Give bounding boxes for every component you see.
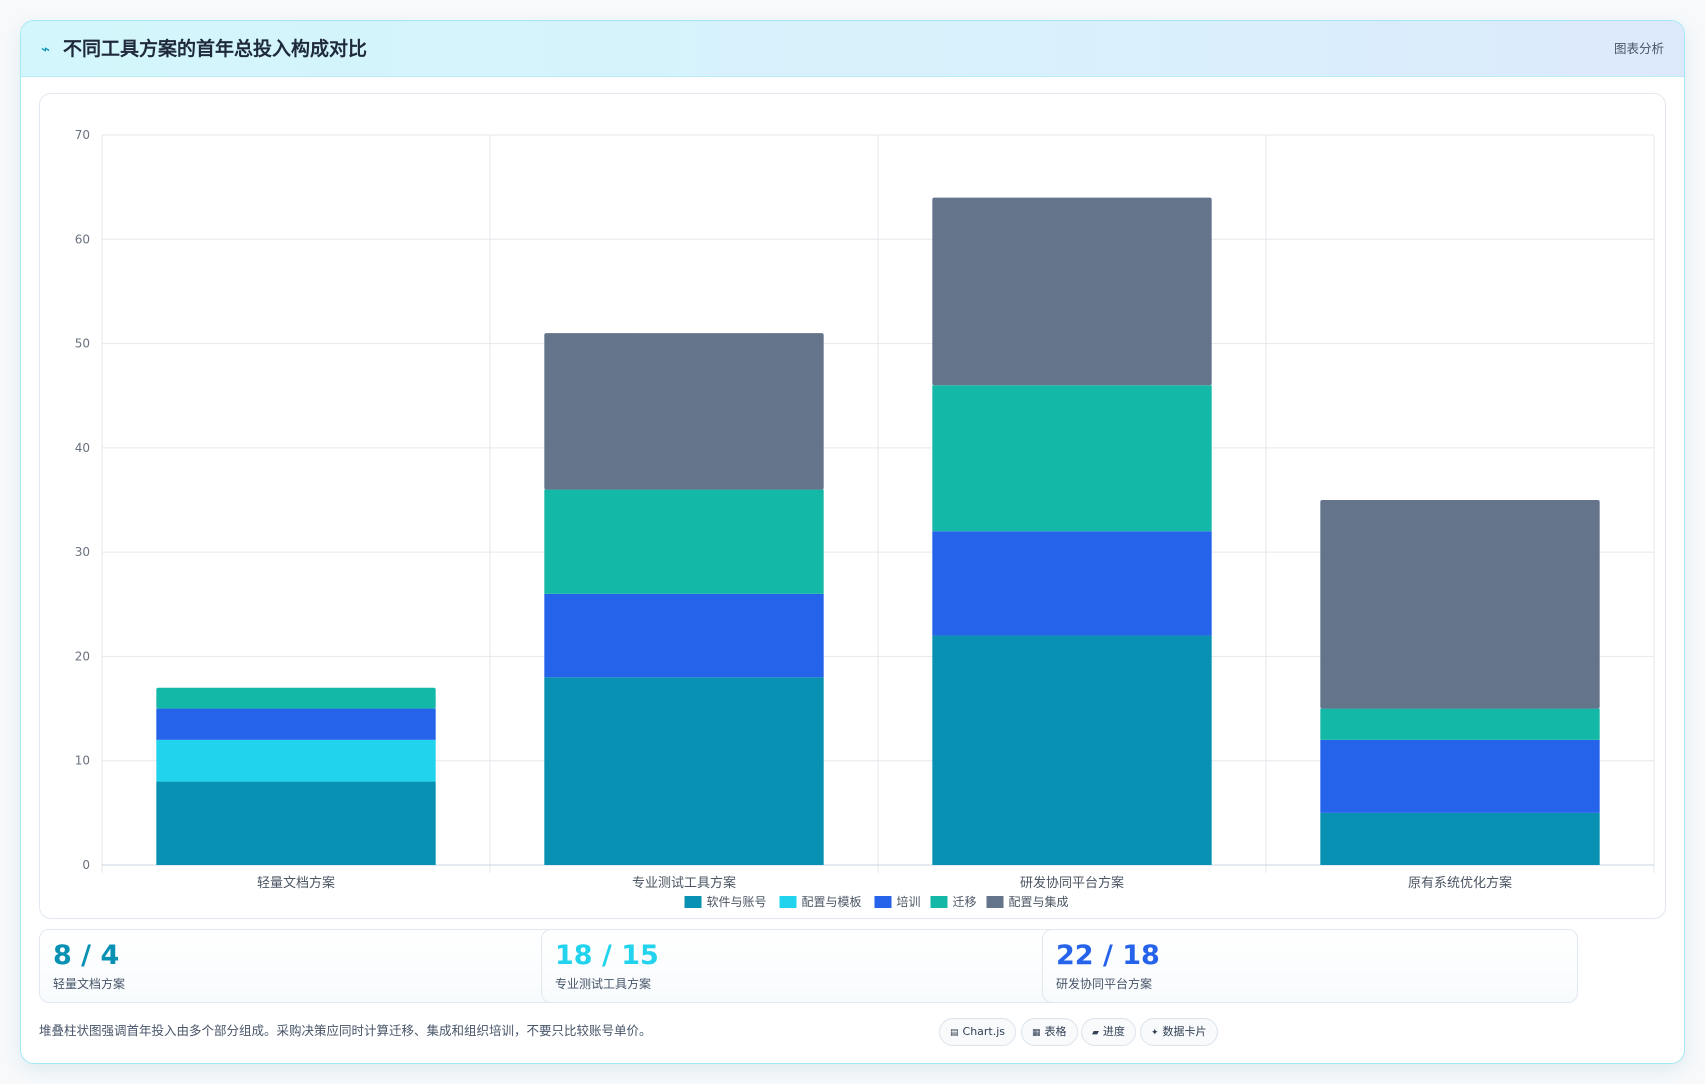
y-tick-label: 30 bbox=[75, 545, 90, 559]
bar-segment bbox=[932, 531, 1212, 636]
chart-icon: ▤ bbox=[950, 1028, 959, 1038]
progress-icon: ▰ bbox=[1092, 1028, 1099, 1038]
y-tick-label: 60 bbox=[75, 232, 90, 246]
legend-label: 配置与集成 bbox=[1009, 894, 1069, 909]
chip-label: 进度 bbox=[1102, 1025, 1125, 1038]
y-tick-label: 70 bbox=[75, 128, 90, 142]
legend-swatch bbox=[684, 896, 702, 908]
bar-segment bbox=[544, 677, 824, 865]
chip-label: 数据卡片 bbox=[1162, 1025, 1207, 1038]
bar-segment bbox=[156, 687, 436, 709]
table-icon: ▦ bbox=[1032, 1028, 1041, 1038]
header-tag: 图表分析 bbox=[1613, 41, 1664, 56]
bar-segment bbox=[932, 635, 1212, 865]
stat-card: 18 / 15 专业测试工具方案 bbox=[541, 929, 1077, 1003]
bar-segment bbox=[156, 708, 436, 740]
bar-segment bbox=[1320, 739, 1600, 813]
stat-label: 研发协同平台方案 bbox=[1056, 977, 1153, 991]
legend-swatch bbox=[779, 896, 797, 908]
y-tick-label: 10 bbox=[75, 754, 90, 768]
x-tick-label: 轻量文档方案 bbox=[257, 875, 335, 891]
stat-value: 8 / 4 bbox=[53, 940, 120, 971]
y-tick-label: 20 bbox=[75, 649, 90, 663]
chart-container: 0 10 20 30 40 50 60 70 轻量文档方案 专业测试工具方案 研发协同平台方案 原有系… bbox=[39, 93, 1666, 919]
x-tick-label: 专业测试工具方案 bbox=[632, 875, 736, 891]
legend-label: 迁移 bbox=[953, 895, 977, 909]
legend-swatch bbox=[986, 896, 1004, 908]
bar-segment bbox=[156, 739, 436, 782]
sparkle-icon: ✦ bbox=[1151, 1028, 1159, 1038]
chart-card: ⌁ 不同工具方案的首年总投入构成对比 图表分析 0 10 20 30 40 50 60 70 轻… bbox=[20, 20, 1685, 1064]
chip-label: Chart.js bbox=[962, 1025, 1006, 1038]
bar-segment bbox=[1320, 500, 1600, 709]
bar-segment bbox=[932, 197, 1212, 386]
bar-segment bbox=[932, 385, 1212, 532]
stat-cards: 8 / 4 轻量文档方案 18 / 15 专业测试工具方案 22 / 18 研发… bbox=[39, 929, 1666, 1003]
chip-data-card[interactable]: ✦ 数据卡片 bbox=[1140, 1018, 1218, 1046]
stacked-bar-chart: 0 10 20 30 40 50 60 70 轻量文档方案 专业测试工具方案 研发协同平台方案 原有系… bbox=[75, 128, 1655, 909]
legend-swatch bbox=[930, 896, 948, 908]
card-header: ⌁ 不同工具方案的首年总投入构成对比 图表分析 bbox=[21, 21, 1684, 77]
legend-label: 软件与账号 bbox=[707, 895, 767, 909]
legend-label: 培训 bbox=[897, 894, 921, 909]
bar-segment bbox=[544, 489, 824, 594]
stat-card: 8 / 4 轻量文档方案 bbox=[39, 929, 575, 1003]
stat-value: 22 / 18 bbox=[1056, 940, 1160, 971]
stat-label: 专业测试工具方案 bbox=[555, 977, 652, 991]
legend-label: 配置与模板 bbox=[802, 895, 862, 909]
legend-swatch bbox=[874, 896, 892, 908]
x-tick-label: 研发协同平台方案 bbox=[1020, 875, 1124, 891]
stat-value: 18 / 15 bbox=[555, 940, 659, 971]
chip-progress[interactable]: ▰ 进度 bbox=[1081, 1018, 1136, 1046]
stat-card: 22 / 18 研发协同平台方案 bbox=[1042, 929, 1578, 1003]
bar-segment bbox=[544, 593, 824, 678]
chart-line-icon: ⌁ bbox=[41, 40, 51, 58]
y-tick-label: 50 bbox=[75, 337, 90, 351]
x-tick-label: 原有系统优化方案 bbox=[1408, 875, 1512, 891]
bar-segment bbox=[156, 781, 436, 865]
bar-segment bbox=[544, 333, 824, 490]
page-title: 不同工具方案的首年总投入构成对比 bbox=[63, 38, 368, 60]
footer-note: 堆叠柱状图强调首年投入由多个部分组成。采购决策应同时计算迁移、集成和组织培训，不… bbox=[39, 1023, 652, 1038]
chip-label: 表格 bbox=[1044, 1025, 1067, 1038]
bar-segment bbox=[1320, 708, 1600, 740]
stat-label: 轻量文档方案 bbox=[53, 977, 126, 991]
y-tick-label: 40 bbox=[75, 441, 90, 455]
bar-segment bbox=[1320, 812, 1600, 865]
chip-table[interactable]: ▦ 表格 bbox=[1021, 1018, 1078, 1046]
chip-chartjs[interactable]: ▤ Chart.js bbox=[939, 1018, 1017, 1046]
y-tick-label: 0 bbox=[82, 858, 90, 872]
